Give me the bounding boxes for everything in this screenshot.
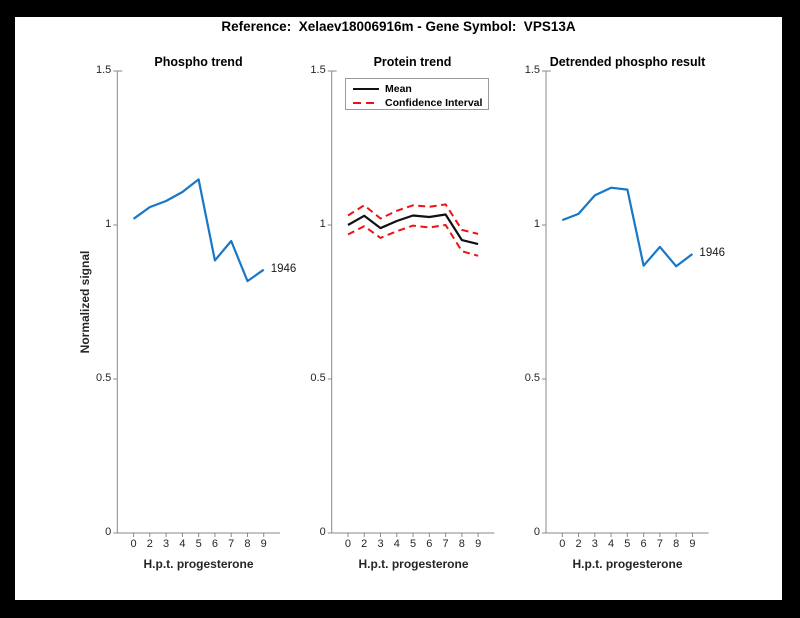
- figure-window: Reference: Xelaev18006916m - Gene Symbol…: [15, 17, 782, 600]
- subplot-detrended-xlabel: H.p.t. progesterone: [572, 557, 683, 571]
- subplot-phospho-title: Phospho trend: [154, 55, 243, 69]
- subplot-protein-title: Protein trend: [373, 55, 452, 69]
- series-line-mean: [347, 213, 479, 246]
- series-end-label-detrended: 1946: [699, 246, 726, 259]
- confidence-interval-line-sample: [353, 101, 379, 105]
- legend-item-mean: Mean: [353, 82, 488, 96]
- subplot-protein-xlabel: H.p.t. progesterone: [358, 557, 469, 571]
- mean-line-sample: [353, 87, 379, 91]
- series-line-confidence-interval-upper: [347, 203, 479, 235]
- legend-label-confidence-interval: Confidence Interval: [385, 97, 483, 109]
- legend-label-mean: Mean: [385, 83, 412, 95]
- figure-title: Reference: Xelaev18006916m - Gene Symbol…: [221, 19, 576, 34]
- series-line-1946: [561, 186, 694, 268]
- series-line-1946: [132, 178, 265, 283]
- legend: Mean Confidence Interval: [345, 78, 489, 110]
- legend-item-confidence-interval: Confidence Interval: [353, 96, 488, 110]
- series-end-label-phospho: 1946: [270, 262, 297, 275]
- subplot-phospho-xlabel: H.p.t. progesterone: [143, 557, 254, 571]
- subplot-detrended-title: Detrended phospho result: [549, 55, 706, 69]
- series-line-confidence-interval-lower: [347, 224, 479, 257]
- y-axis-label: Normalized signal: [78, 250, 92, 354]
- plots-svg: [113, 70, 709, 537]
